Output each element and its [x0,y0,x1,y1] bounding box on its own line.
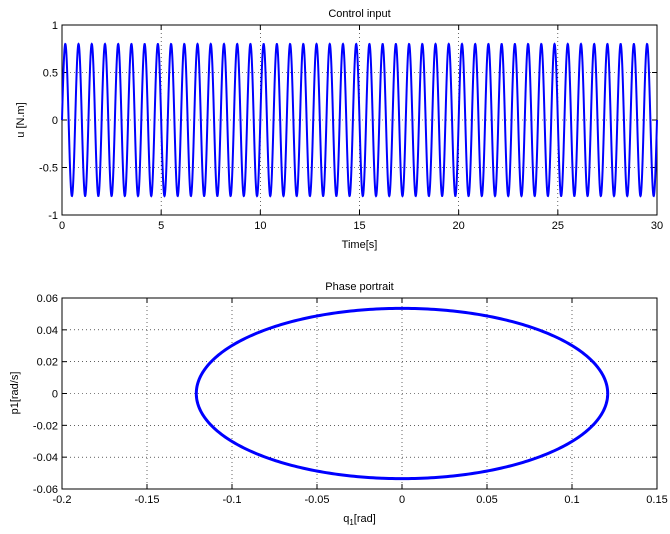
control-input-title: Control input [328,8,390,20]
control-input-series-line [61,42,658,198]
phase-portrait-xlabel-suffix: [rad] [354,513,376,525]
control-input-ticks: 0 5 10 15 20 25 30 -1 -0.5 0 0.5 1 [39,20,663,232]
control-input-xtick-label: 15 [353,220,365,232]
control-input-plot: 0 5 10 15 20 25 30 -1 -0.5 0 0.5 1 Control input Ti… [15,8,663,251]
phase-portrait-ytick-label: -0.04 [33,452,58,464]
control-input-xtick-label: 0 [59,220,65,232]
phase-portrait-xlabel-sub: 1 [349,518,354,527]
phase-portrait-xtick-label: 0.1 [564,494,579,506]
phase-portrait-ytick-label: -0.02 [33,420,58,432]
control-input-xtick-label: 20 [453,220,465,232]
control-input-xtick-label: 5 [158,220,164,232]
control-input-xtick-label: 25 [552,220,564,232]
phase-portrait-ticks: -0.2 -0.15 -0.1 -0.05 0 0.05 0.1 0.15 -0.06 -0.04… [33,293,668,506]
phase-portrait-xtick-label: -0.2 [53,494,72,506]
phase-portrait-plot: -0.2 -0.15 -0.1 -0.05 0 0.05 0.1 0.15 -0.06 -0.04… [9,281,668,527]
phase-portrait-title: Phase portrait [325,281,393,293]
phase-portrait-series-line [194,306,610,481]
phase-portrait-xlabel: q1[rad] [343,513,376,527]
control-input-ytick-label: -0.5 [39,163,58,175]
phase-portrait-xtick-label: -0.15 [134,494,159,506]
control-input-xtick-label: 30 [651,220,663,232]
phase-portrait-xtick-label: 0.15 [646,494,667,506]
phase-portrait-ytick-label: 0.04 [37,325,58,337]
control-input-ytick-label: 0 [52,115,58,127]
control-input-ytick-label: 1 [52,20,58,32]
phase-portrait-xtick-label: 0.05 [476,494,497,506]
control-input-ylabel: u [N.m] [15,102,27,137]
phase-portrait-ytick-label: 0 [52,389,58,401]
control-input-ytick-label: -1 [48,210,58,222]
phase-portrait-ylabel: p1[rad/s] [9,372,21,415]
phase-portrait-ytick-label: -0.06 [33,484,58,496]
phase-portrait-xtick-label: -0.05 [304,494,329,506]
control-input-ytick-label: 0.5 [43,68,58,80]
control-input-xlabel: Time[s] [342,239,378,251]
phase-portrait-xtick-label: 0 [399,494,405,506]
phase-portrait-axes-box [61,297,658,490]
phase-portrait-ytick-label: 0.02 [37,357,58,369]
phase-portrait-ytick-label: 0.06 [37,293,58,305]
phase-portrait-xlabel-main: q [343,513,349,525]
control-input-xtick-label: 10 [254,220,266,232]
phase-portrait-xtick-label: -0.1 [223,494,242,506]
